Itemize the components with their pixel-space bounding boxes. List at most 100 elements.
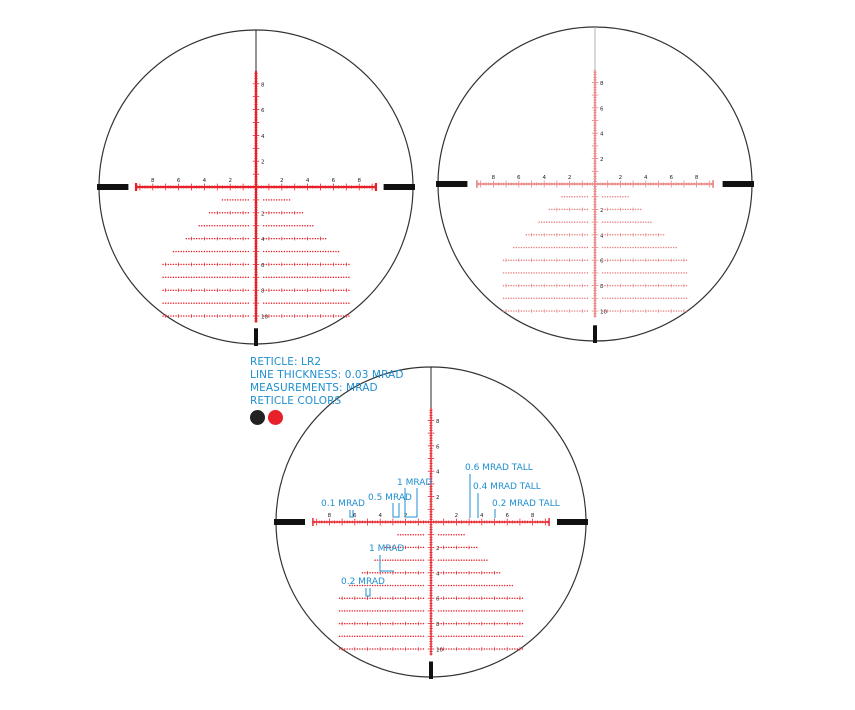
windage-dot <box>652 259 655 261</box>
windage-dot <box>505 297 507 300</box>
windage-dot <box>286 224 288 227</box>
windage-dot <box>678 259 680 261</box>
windage-dot <box>369 622 371 625</box>
windage-dot <box>533 272 535 274</box>
windage-dot <box>379 610 381 612</box>
windage-dot <box>208 315 211 317</box>
vertical-down-mrad-label: 4 <box>261 237 265 243</box>
windage-dot <box>566 272 568 274</box>
windage-dot <box>399 610 402 612</box>
windage-dot <box>193 302 195 304</box>
windage-dot <box>460 635 463 638</box>
windage-dot <box>478 584 481 587</box>
horizontal-mrad-label: 2 <box>280 178 284 184</box>
windage-dot <box>453 533 455 536</box>
windage-dot <box>486 584 488 587</box>
windage-dot <box>420 572 422 574</box>
windage-dot <box>558 246 561 249</box>
windage-dot <box>374 635 376 638</box>
windage-dot <box>384 597 387 599</box>
windage-dot <box>507 297 510 300</box>
windage-dot <box>568 272 571 274</box>
windage-dot <box>237 199 239 201</box>
windage-dot <box>404 559 407 561</box>
windage-dot <box>203 224 206 227</box>
windage-dot <box>278 263 280 266</box>
vertical-up-mrad-label: 8 <box>261 82 265 88</box>
windage-dot <box>348 610 351 612</box>
windage-dot <box>361 597 364 599</box>
windage-dot <box>561 246 563 249</box>
windage-dot <box>571 195 573 198</box>
windage-dot <box>463 622 465 625</box>
windage-dot <box>639 272 642 274</box>
windage-dot <box>195 289 198 291</box>
windage-dot <box>458 533 460 536</box>
windage-dot <box>229 224 231 227</box>
windage-dot <box>399 572 402 574</box>
windage-dot <box>670 297 672 300</box>
windage-dot <box>576 284 578 287</box>
windage-dot <box>309 289 311 291</box>
windage-dot <box>530 272 533 274</box>
windage-dot <box>221 302 224 304</box>
windage-dot <box>265 237 268 240</box>
windage-dot <box>637 221 639 223</box>
windage-dot <box>465 610 468 612</box>
windage-dot <box>286 276 288 279</box>
windage-dot <box>224 289 226 291</box>
windage-dot <box>190 276 193 279</box>
windage-dot <box>281 302 283 304</box>
windage-dot <box>612 284 614 287</box>
windage-dot <box>247 289 250 291</box>
windage-dot <box>286 263 288 266</box>
windage-dot <box>208 212 211 214</box>
windage-dot <box>422 546 425 549</box>
windage-dot <box>606 195 609 198</box>
windage-dot <box>270 212 273 214</box>
windage-dot <box>440 597 442 599</box>
windage-dot <box>584 310 586 312</box>
windage-dot <box>548 246 551 249</box>
windage-dot <box>535 272 538 274</box>
vertical-down-mrad-label: 8 <box>436 622 440 628</box>
windage-dot <box>508 635 511 638</box>
windage-dot <box>545 297 548 300</box>
windage-dot <box>553 284 556 287</box>
windage-dot <box>629 272 632 274</box>
windage-dot <box>501 597 503 599</box>
windage-dot <box>268 276 270 279</box>
windage-dot <box>415 610 417 612</box>
windage-dot <box>558 284 561 287</box>
callout-bracket-0-5-mrad <box>392 503 400 518</box>
windage-dot <box>317 250 319 253</box>
windage-dot <box>478 597 481 599</box>
windage-dot <box>402 572 404 574</box>
windage-dot <box>455 584 458 587</box>
windage-dot <box>381 610 384 612</box>
windage-dot <box>609 221 611 223</box>
callout-label-0-6-mrad-tall: 0.6 MRAD TALL <box>465 463 533 473</box>
windage-dot <box>275 302 278 304</box>
windage-dot <box>586 310 589 312</box>
windage-dot <box>657 246 660 249</box>
windage-dot <box>198 276 200 279</box>
windage-dot <box>675 246 678 249</box>
windage-dot <box>193 276 195 279</box>
windage-dot <box>371 584 374 587</box>
windage-dot <box>647 310 650 312</box>
windage-dot <box>498 597 501 599</box>
left-thick-post <box>274 519 305 525</box>
windage-dot <box>397 635 399 638</box>
windage-dot <box>319 250 322 253</box>
windage-dot <box>533 297 535 300</box>
windage-dot <box>528 259 530 261</box>
windage-dot <box>232 199 234 201</box>
windage-dot <box>579 234 581 236</box>
windage-dot <box>445 559 447 561</box>
windage-dot <box>381 635 384 638</box>
windage-dot <box>314 315 317 317</box>
windage-dot <box>244 289 247 291</box>
windage-dot <box>503 584 506 587</box>
windage-dot <box>483 622 486 625</box>
